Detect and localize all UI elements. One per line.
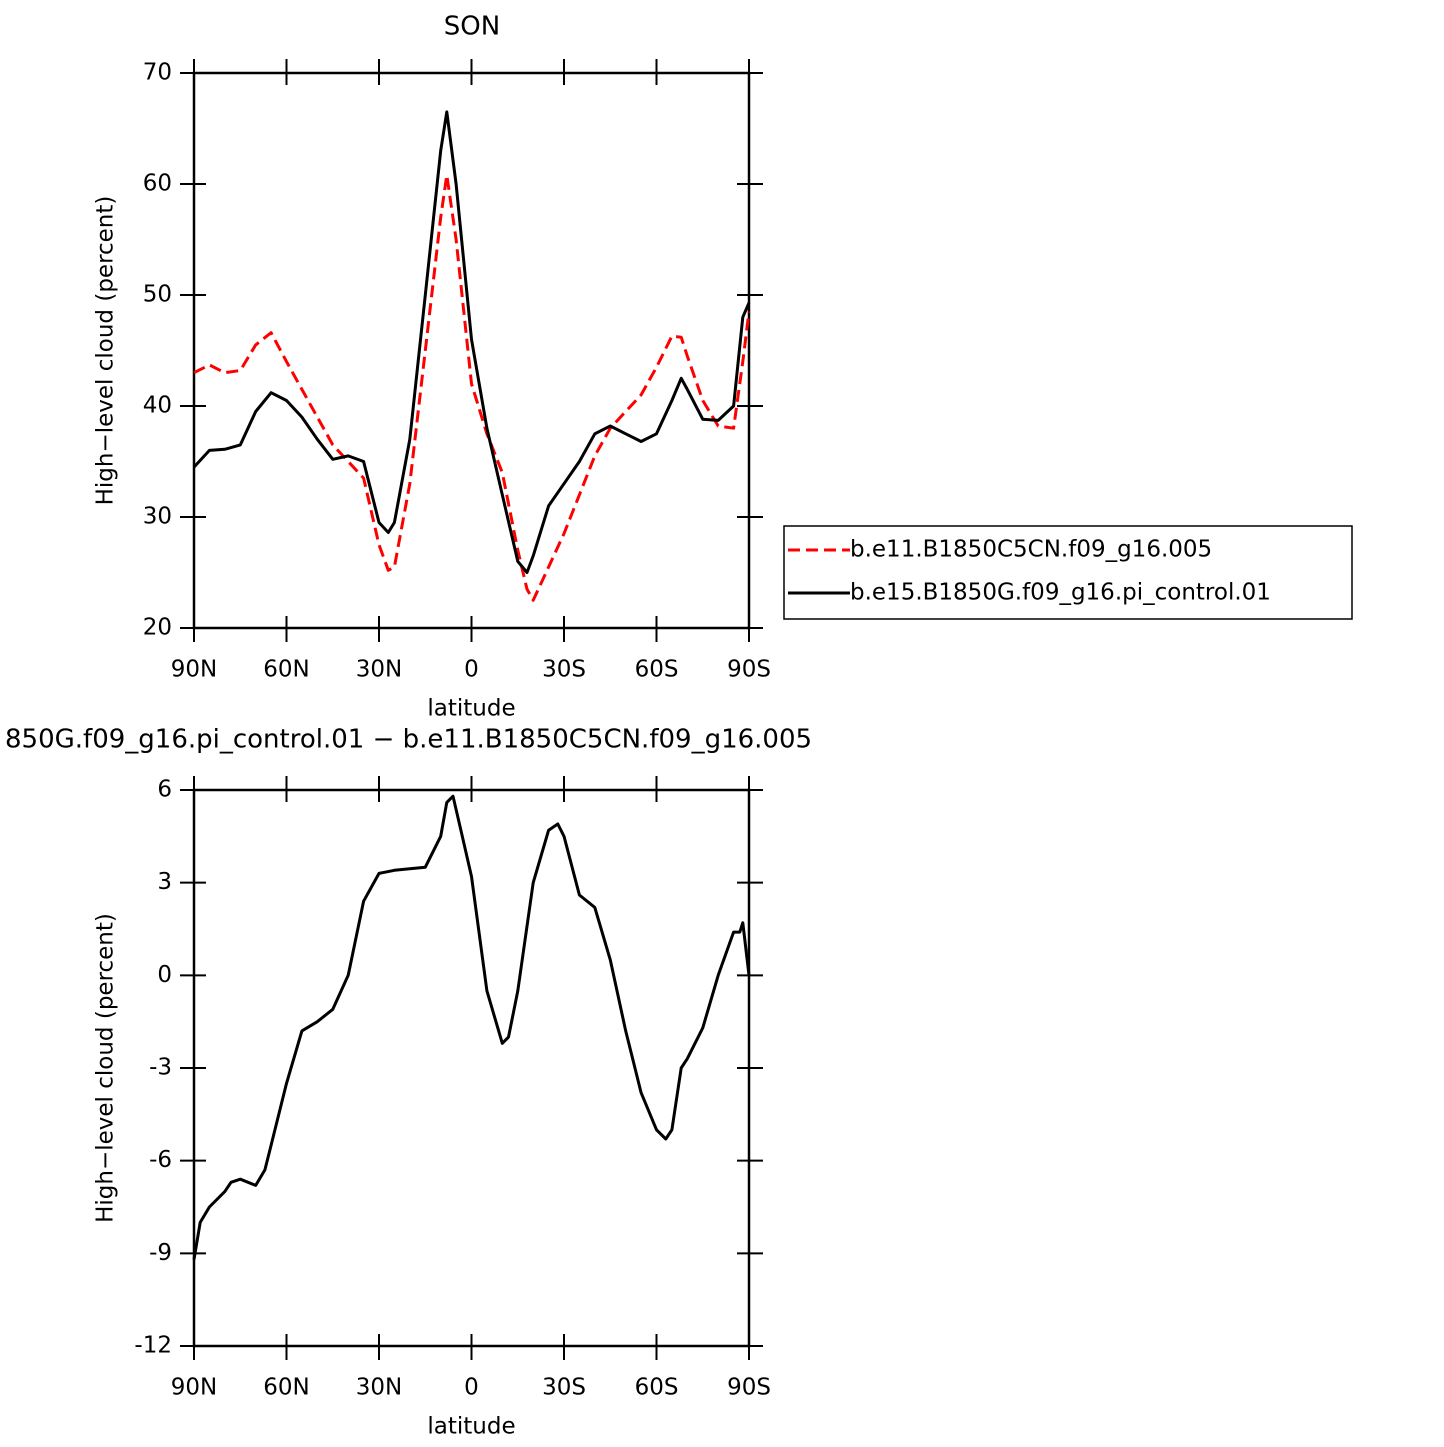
y-tick-label: 40 — [143, 393, 172, 419]
x-axis-label: latitude — [427, 1414, 515, 1440]
y-tick-label: 20 — [143, 615, 172, 641]
y-tick-label: -12 — [134, 1333, 172, 1359]
y-tick-label: -3 — [149, 1055, 172, 1081]
x-tick-label: 60S — [635, 657, 679, 683]
x-tick-label: 30N — [356, 657, 402, 683]
y-tick-label: 3 — [157, 869, 172, 895]
plot-frame — [192, 71, 751, 630]
legend-label: b.e11.B1850C5CN.f09_g16.005 — [850, 537, 1212, 563]
legend-box — [783, 525, 1353, 620]
x-tick-label: 90N — [171, 1375, 217, 1401]
y-tick-label: -6 — [149, 1147, 172, 1173]
y-tick-label: 50 — [143, 282, 172, 308]
x-tick-label: 60N — [263, 657, 309, 683]
x-tick-label: 60S — [635, 1375, 679, 1401]
legend-label: b.e15.B1850G.f09_g16.pi_control.01 — [850, 580, 1271, 606]
chart-title: 850G.f09_g16.pi_control.01 − b.e11.B1850… — [5, 725, 812, 755]
y-axis-label: High−level cloud (percent) — [93, 913, 119, 1223]
y-tick-label: 60 — [143, 171, 172, 197]
y-axis-label: High−level cloud (percent) — [93, 196, 119, 506]
series-line — [192, 794, 751, 1260]
y-tick-label: -9 — [149, 1240, 172, 1266]
x-tick-label: 60N — [263, 1375, 309, 1401]
x-tick-label: 90S — [727, 1375, 771, 1401]
x-tick-label: 30N — [356, 1375, 402, 1401]
x-axis-label: latitude — [427, 696, 515, 722]
chart-title: SON — [444, 12, 500, 42]
x-tick-label: 90N — [171, 657, 217, 683]
y-tick-label: 70 — [143, 60, 172, 86]
x-tick-label: 0 — [464, 657, 479, 683]
x-tick-label: 0 — [464, 1375, 479, 1401]
x-tick-label: 30S — [542, 1375, 586, 1401]
y-tick-label: 30 — [143, 504, 172, 530]
y-tick-label: 0 — [157, 962, 172, 988]
x-tick-label: 90S — [727, 657, 771, 683]
series-line — [192, 110, 751, 574]
y-tick-label: 6 — [157, 777, 172, 803]
series-line — [193, 173, 751, 602]
x-tick-label: 30S — [542, 657, 586, 683]
